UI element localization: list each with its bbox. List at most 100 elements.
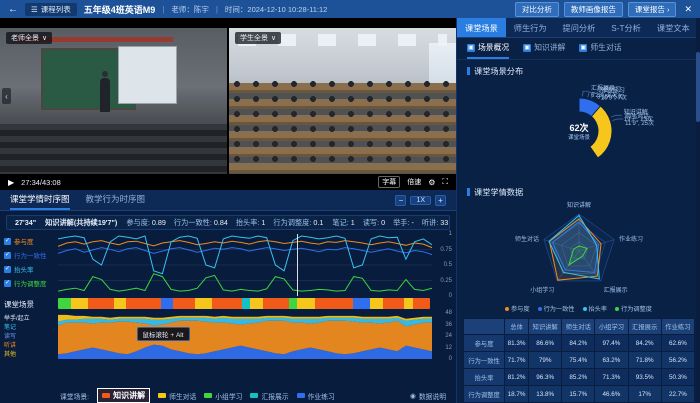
scene-segment[interactable] <box>126 298 161 309</box>
scene-legend-item[interactable]: 作业练习 <box>296 391 335 401</box>
course-list-button[interactable]: ☰ 课程列表 <box>25 2 77 16</box>
student-video-pane[interactable]: 学生全景 ∨ <box>229 18 456 174</box>
scene-segment[interactable] <box>250 298 264 309</box>
table-cell: 71.8% <box>627 351 662 369</box>
prev-camera-icon[interactable]: ‹ <box>2 88 11 104</box>
back-icon[interactable]: ← <box>8 3 18 15</box>
scene-segment[interactable] <box>288 298 298 309</box>
camera-select-student[interactable]: 学生全景 ∨ <box>235 32 282 44</box>
scrollbar-thumb[interactable] <box>696 52 700 122</box>
topbar-action-button[interactable]: 教师画像报告 <box>563 1 623 17</box>
learning-radar-chart[interactable]: 知识讲解 作业练习 汇报展示 小组学习 师生对话 <box>457 200 700 302</box>
legend-swatch <box>296 393 305 398</box>
radar-legend-item[interactable]: 参与度 <box>505 304 530 313</box>
zoom-in-button[interactable]: + <box>435 194 446 206</box>
series-toggle[interactable]: ✓ 参与度 <box>4 234 58 248</box>
scene-segment[interactable] <box>160 298 174 309</box>
series-toggle-label: 行为一致性 <box>14 253 47 260</box>
student-desks-back <box>0 124 227 174</box>
scene-legend-item[interactable]: 汇报展示 <box>250 391 289 401</box>
table-header: 小组学习 <box>594 318 629 335</box>
speed-button[interactable]: 倍速 <box>407 179 422 186</box>
play-icon[interactable]: ▶ <box>8 177 15 187</box>
svg-text:知识讲解: 知识讲解 <box>567 201 591 209</box>
zoom-out-button[interactable]: − <box>395 194 407 206</box>
behavior-stat: 笔记: 1 <box>332 217 355 227</box>
chevron-down-icon: ∨ <box>42 35 48 42</box>
scene-legend-item[interactable]: 师生对话 <box>158 391 196 401</box>
analysis-tab[interactable]: 提问分析 <box>562 23 596 33</box>
series-toggle[interactable]: ✓ 行为调整度 <box>4 276 58 290</box>
topbar-action-button[interactable]: 对比分析 <box>514 1 559 17</box>
analysis-tab[interactable]: S-T分析 <box>611 23 641 33</box>
axis-tick: 0.5 <box>443 262 452 268</box>
timeline-tab[interactable]: 教学行为时序图 <box>85 194 146 204</box>
current-time: 27'34" <box>15 218 37 227</box>
topbar-button-group: 对比分析 教师画像报告 课堂报告 › <box>514 1 677 17</box>
axis-tick: 0.25 <box>440 277 452 284</box>
chart-tooltip: 鼠标滚轮 + Alt <box>136 326 190 341</box>
projector-screen <box>118 45 178 104</box>
scene-donut-chart[interactable]: 知识讲解 19'7", 23次 师生对话 11'9", 25次 小组学习 3'15", 5… <box>457 79 700 181</box>
playhead-cursor[interactable] <box>297 234 299 296</box>
series-toggle-label: 抬头率 <box>14 267 34 274</box>
analysis-tab[interactable]: 课堂场景 <box>457 18 506 37</box>
separator: | <box>162 4 165 14</box>
scene-segment[interactable] <box>173 298 195 309</box>
scene-segment[interactable] <box>382 298 405 309</box>
left-column: 老师全景 ∨ ‹ 学生全景 ∨ ▶ 27:34/ <box>0 18 456 403</box>
series-toggle[interactable]: ✓ 抬头率 <box>4 262 58 276</box>
scene-legend-item[interactable]: 知识讲解 <box>97 388 151 403</box>
scene-segment[interactable] <box>70 298 88 309</box>
current-scene: 知识讲解(共持续19'7") <box>45 217 118 227</box>
scene-segment[interactable] <box>113 298 127 309</box>
stacked-behavior-chart[interactable]: 鼠标滚轮 + Alt <box>58 313 432 359</box>
scene-segment[interactable] <box>412 298 430 309</box>
scene-segment[interactable] <box>58 298 71 309</box>
scene-strip[interactable] <box>58 298 430 309</box>
series-toggle[interactable]: ✓ 行为一致性 <box>4 248 58 262</box>
radar-legend-item[interactable]: 抬头率 <box>582 304 607 313</box>
svg-text:62次: 62次 <box>569 122 588 133</box>
behavior-row-label: 其他 <box>4 352 17 358</box>
radar-legend-item[interactable]: 行为一致性 <box>537 304 575 313</box>
camera-select-teacher[interactable]: 老师全景 ∨ <box>6 32 53 44</box>
analysis-subtab[interactable]: ▣ 场景概况 <box>467 38 510 59</box>
legend-swatch <box>250 393 259 398</box>
line-chart[interactable] <box>58 234 432 296</box>
scene-segment[interactable] <box>297 298 315 309</box>
scene-legend-item[interactable]: 小组学习 <box>204 391 242 401</box>
table-cell: 84.2% <box>627 334 662 352</box>
analysis-subtab[interactable]: ▣ 知识讲解 <box>523 38 565 59</box>
axis-tick: 24 <box>445 333 452 339</box>
radar-legend-item[interactable]: 行为调整度 <box>615 304 652 313</box>
subtitle-button[interactable]: 字幕 <box>378 176 401 188</box>
scrollbar-track[interactable] <box>696 18 700 403</box>
table-header: 师生对话 <box>561 318 596 335</box>
subtab-label: 场景概况 <box>478 43 510 52</box>
scene-segment[interactable] <box>263 298 289 309</box>
scene-segment[interactable] <box>370 298 383 309</box>
table-header <box>462 318 506 335</box>
scene-segment[interactable] <box>87 298 114 309</box>
scene-segment[interactable] <box>314 298 354 309</box>
analysis-tab[interactable]: 师生行为 <box>513 23 547 33</box>
settings-icon[interactable]: ⚙ <box>428 177 436 187</box>
behavior-stat: 听讲: 33 <box>421 217 449 227</box>
fullscreen-icon[interactable]: ⛶ <box>442 177 448 186</box>
topbar-action-button[interactable]: 课堂报告 › <box>627 1 677 17</box>
close-icon[interactable]: ✕ <box>684 3 692 14</box>
timeline-tab[interactable]: 课堂学情时序图 <box>10 190 70 210</box>
data-note-button[interactable]: ◉ 数据说明 <box>410 391 446 401</box>
teacher-video-pane[interactable]: 老师全景 ∨ ‹ <box>0 18 227 174</box>
scene-segment[interactable] <box>241 298 251 309</box>
analysis-tab[interactable]: 课堂文本 <box>656 23 690 33</box>
scene-segment[interactable] <box>404 298 413 309</box>
scene-segment[interactable] <box>211 298 242 309</box>
analysis-subtab[interactable]: ▣ 师生对话 <box>579 38 622 59</box>
scene-segment[interactable] <box>194 298 212 309</box>
table-cell: 81.3% <box>504 334 530 352</box>
scene-legend-bar: 课堂场景: 知识讲解 师生对话 小组学习 汇报展示 作业练习 ◉ 数据说明 <box>0 388 456 403</box>
scene-segment[interactable] <box>353 298 371 309</box>
